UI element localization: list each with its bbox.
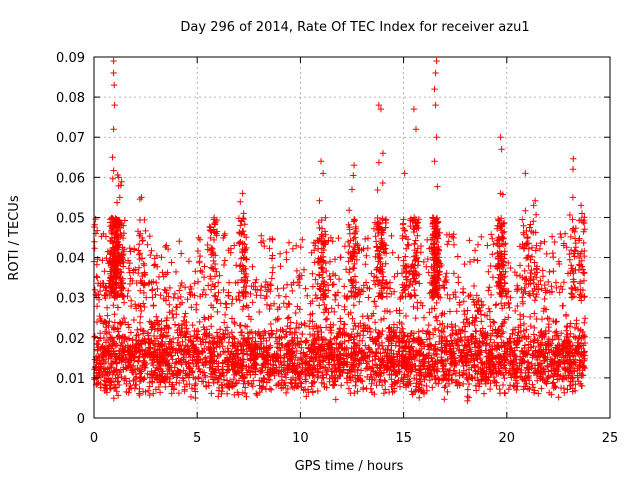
data-point: [240, 210, 247, 217]
data-point: [379, 150, 387, 157]
data-point: [433, 57, 440, 65]
data-point: [350, 162, 358, 169]
data-point: [210, 226, 217, 233]
x-axis-label: GPS time / hours: [295, 459, 404, 474]
data-point: [530, 202, 537, 209]
data-point: [117, 182, 125, 189]
data-point: [497, 134, 504, 141]
data-point: [431, 158, 438, 165]
data-point: [317, 158, 325, 165]
axis-ticks: 0 0.01 0.02 0.03 0.04 0.05 0.06 0.07 0.08 0.09 0 5 1…: [56, 51, 618, 446]
data-point: [497, 190, 504, 197]
data-point: [239, 190, 246, 197]
data-point: [138, 194, 145, 201]
y-tick-label: 0.08: [56, 91, 85, 106]
data-point: [377, 105, 385, 113]
data-point: [115, 174, 122, 181]
x-tick-label: 5: [193, 431, 201, 446]
data-point: [116, 194, 123, 201]
x-tick-label: 25: [602, 431, 619, 446]
data-point: [431, 85, 438, 93]
x-tick-label: 20: [499, 431, 516, 446]
y-tick-label: 0.01: [56, 372, 85, 387]
x-tick-label: 10: [292, 431, 309, 446]
y-tick-label: 0.09: [56, 51, 85, 66]
data-point: [412, 126, 420, 133]
y-axis-label: ROTI / TECUs: [7, 195, 22, 280]
data-point: [375, 101, 383, 109]
data-point: [110, 126, 117, 133]
y-tick-label: 0.07: [56, 131, 85, 146]
data-point: [111, 101, 118, 109]
plot-frame: [93, 56, 611, 419]
data-point: [401, 170, 408, 177]
data-point: [522, 170, 529, 177]
y-tick-label: 0.02: [56, 332, 85, 347]
x-tick-label: 0: [90, 431, 98, 446]
scatter-markers: [91, 155, 589, 405]
y-tick-label: 0.04: [56, 252, 85, 267]
data-point: [110, 57, 117, 65]
chart-title: Day 296 of 2014, Rate Of TEC Index for r…: [180, 20, 529, 35]
data-point: [432, 69, 439, 77]
data-point: [111, 81, 118, 89]
x-tick-label: 15: [395, 431, 412, 446]
data-point: [110, 69, 117, 77]
data-points: [90, 57, 589, 405]
data-point: [109, 154, 116, 161]
y-tick-label: 0.03: [56, 292, 85, 307]
data-point: [410, 105, 418, 113]
data-point: [432, 101, 439, 109]
y-tick-label: 0.06: [56, 171, 85, 186]
data-point: [348, 186, 356, 193]
y-tick-label: 0.05: [56, 211, 85, 226]
data-point: [569, 194, 577, 201]
data-point: [433, 134, 440, 141]
data-point: [498, 146, 505, 153]
data-point: [319, 170, 327, 177]
y-tick-label: 0: [77, 412, 85, 427]
data-point: [577, 202, 585, 209]
